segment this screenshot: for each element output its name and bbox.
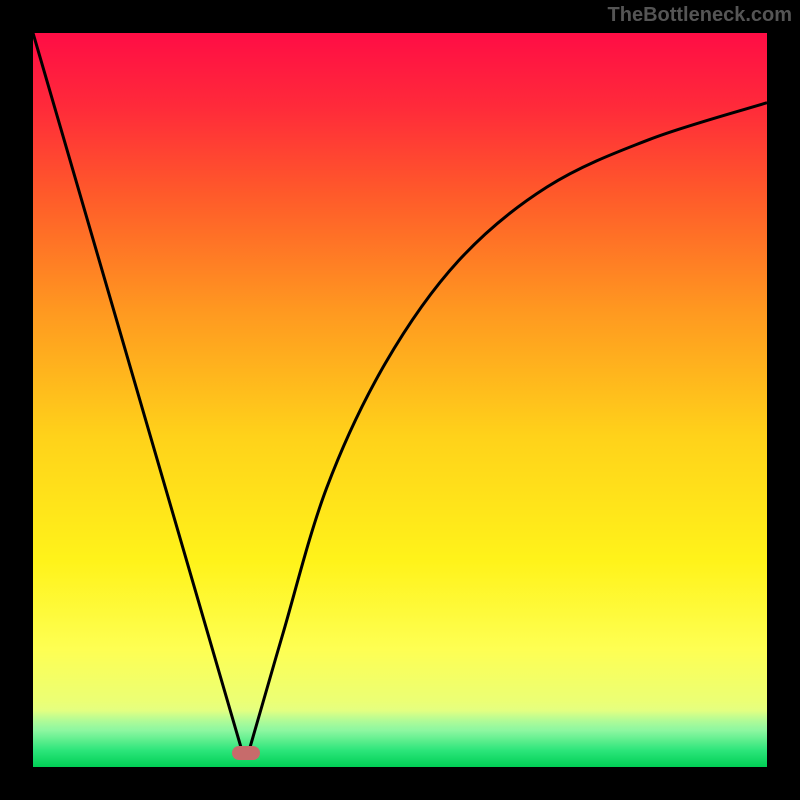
watermark-text: TheBottleneck.com (608, 4, 792, 27)
bottleneck-curve (33, 33, 767, 767)
plot-area (33, 33, 767, 767)
curve-path (33, 33, 767, 746)
valley-marker (232, 746, 260, 760)
